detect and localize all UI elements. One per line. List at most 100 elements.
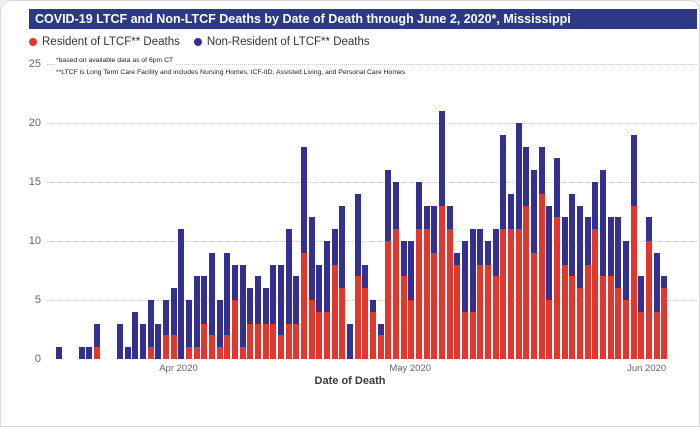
bar-segment-nonresident-may-19[interactable]	[546, 205, 553, 300]
bar-segment-nonresident-mar-29[interactable]	[155, 323, 162, 359]
bar-segment-nonresident-mar-30[interactable]	[162, 300, 169, 336]
bar-segment-resident-may-29[interactable]	[623, 300, 630, 359]
bar-segment-resident-apr-6[interactable]	[216, 347, 223, 359]
bar-segment-nonresident-jun-3[interactable]	[661, 276, 668, 289]
bar-segment-resident-may-23[interactable]	[577, 288, 584, 359]
bar-segment-resident-may-2[interactable]	[415, 229, 422, 359]
bar-segment-nonresident-mar-28[interactable]	[147, 300, 154, 348]
bar-segment-nonresident-mar-20[interactable]	[86, 347, 93, 359]
bar-segment-nonresident-jun-2[interactable]	[653, 252, 660, 312]
bar-segment-nonresident-may-5[interactable]	[439, 111, 445, 206]
bar-segment-nonresident-mar-24[interactable]	[116, 323, 123, 359]
bar-segment-resident-apr-21[interactable]	[331, 264, 338, 359]
bar-segment-resident-may-28[interactable]	[615, 288, 622, 359]
bar-segment-resident-may-31[interactable]	[638, 311, 645, 359]
bar-segment-resident-may-4[interactable]	[431, 252, 438, 359]
bar-segment-nonresident-apr-9[interactable]	[239, 264, 246, 348]
bar-segment-resident-apr-5[interactable]	[208, 335, 215, 359]
bar-segment-resident-may-11[interactable]	[485, 264, 492, 359]
bar-segment-resident-mar-28[interactable]	[147, 347, 154, 359]
bar-segment-resident-apr-20[interactable]	[323, 311, 330, 359]
bar-segment-nonresident-apr-22[interactable]	[339, 205, 346, 289]
bar-segment-nonresident-mar-27[interactable]	[139, 323, 146, 359]
bar-segment-nonresident-may-29[interactable]	[623, 241, 630, 300]
bar-segment-resident-may-13[interactable]	[500, 229, 507, 359]
bar-segment-resident-apr-11[interactable]	[254, 323, 261, 359]
bar-segment-resident-apr-22[interactable]	[339, 288, 346, 359]
bar-segment-nonresident-apr-24[interactable]	[354, 193, 361, 277]
bar-segment-nonresident-may-3[interactable]	[423, 205, 430, 230]
bar-segment-resident-may-26[interactable]	[600, 276, 607, 359]
bar-segment-resident-apr-15[interactable]	[285, 323, 292, 359]
bar-segment-nonresident-mar-19[interactable]	[78, 347, 85, 359]
bar-segment-nonresident-apr-30[interactable]	[400, 241, 407, 277]
bar-segment-nonresident-apr-10[interactable]	[247, 288, 254, 324]
bar-segment-nonresident-apr-21[interactable]	[331, 229, 338, 265]
bar-segment-nonresident-apr-26[interactable]	[369, 300, 376, 312]
bar-segment-resident-may-24[interactable]	[584, 264, 591, 359]
bar-segment-resident-may-25[interactable]	[592, 229, 599, 359]
bar-segment-nonresident-may-31[interactable]	[638, 276, 645, 312]
bar-segment-resident-apr-9[interactable]	[239, 347, 246, 359]
bar-segment-resident-may-3[interactable]	[423, 229, 430, 359]
bar-segment-resident-apr-10[interactable]	[247, 323, 254, 359]
bar-segment-nonresident-apr-4[interactable]	[201, 276, 208, 324]
bar-segment-nonresident-may-20[interactable]	[554, 158, 561, 218]
bar-segment-nonresident-apr-3[interactable]	[193, 276, 200, 348]
bar-segment-resident-apr-18[interactable]	[308, 300, 315, 359]
bar-segment-nonresident-apr-2[interactable]	[185, 300, 192, 348]
bar-segment-resident-apr-12[interactable]	[262, 323, 269, 359]
bar-segment-resident-may-5[interactable]	[439, 205, 445, 359]
bar-segment-nonresident-may-2[interactable]	[415, 182, 422, 230]
bar-segment-nonresident-apr-19[interactable]	[316, 264, 323, 312]
bar-segment-nonresident-apr-20[interactable]	[323, 241, 330, 312]
bar-segment-nonresident-may-12[interactable]	[492, 229, 499, 277]
bar-segment-nonresident-mar-25[interactable]	[124, 347, 131, 359]
bar-segment-resident-apr-24[interactable]	[354, 276, 361, 359]
bar-segment-nonresident-may-23[interactable]	[577, 205, 584, 289]
bar-segment-nonresident-apr-1[interactable]	[178, 229, 185, 359]
bar-segment-nonresident-may-24[interactable]	[584, 217, 591, 265]
legend-item-resident[interactable]: Resident of LTCF** Deaths	[29, 36, 180, 48]
bar-segment-nonresident-apr-23[interactable]	[346, 323, 353, 359]
bar-segment-nonresident-may-13[interactable]	[500, 134, 507, 230]
bar-segment-nonresident-apr-18[interactable]	[308, 217, 315, 300]
bar-segment-nonresident-mar-21[interactable]	[93, 323, 100, 348]
bar-segment-nonresident-may-1[interactable]	[408, 241, 415, 300]
bar-segment-resident-may-12[interactable]	[492, 276, 499, 359]
bar-segment-nonresident-may-10[interactable]	[477, 229, 484, 265]
bar-segment-resident-apr-26[interactable]	[369, 311, 376, 359]
bar-segment-nonresident-may-9[interactable]	[469, 229, 476, 312]
bar-segment-nonresident-jun-1[interactable]	[646, 217, 653, 241]
bar-segment-nonresident-may-25[interactable]	[592, 182, 599, 230]
bar-segment-nonresident-may-16[interactable]	[523, 146, 530, 206]
bar-segment-resident-apr-4[interactable]	[201, 323, 208, 359]
bar-segment-resident-may-18[interactable]	[538, 193, 545, 359]
bar-segment-nonresident-may-30[interactable]	[630, 134, 637, 206]
bar-segment-nonresident-apr-16[interactable]	[293, 276, 300, 324]
bar-segment-nonresident-apr-13[interactable]	[270, 264, 277, 324]
bar-segment-resident-may-22[interactable]	[569, 276, 576, 359]
bar-segment-resident-apr-13[interactable]	[270, 323, 277, 359]
bar-segment-nonresident-may-28[interactable]	[615, 217, 622, 289]
bar-segment-resident-jun-1[interactable]	[646, 241, 653, 359]
bar-segment-nonresident-apr-8[interactable]	[231, 264, 238, 300]
bar-segment-resident-may-17[interactable]	[531, 252, 538, 359]
bar-segment-resident-apr-29[interactable]	[392, 229, 399, 359]
bar-segment-resident-apr-30[interactable]	[400, 276, 407, 359]
bar-segment-nonresident-may-6[interactable]	[446, 205, 453, 230]
bar-segment-resident-jun-3[interactable]	[661, 288, 668, 359]
bar-segment-nonresident-apr-25[interactable]	[362, 264, 369, 289]
bar-segment-resident-may-10[interactable]	[477, 264, 484, 359]
bar-segment-resident-may-16[interactable]	[523, 205, 530, 359]
bar-segment-nonresident-apr-29[interactable]	[392, 182, 399, 230]
bar-segment-resident-may-27[interactable]	[607, 276, 614, 359]
bar-segment-resident-may-8[interactable]	[462, 311, 468, 359]
bar-segment-resident-may-14[interactable]	[508, 229, 515, 359]
bar-segment-resident-apr-28[interactable]	[385, 241, 392, 359]
bar-segment-resident-apr-2[interactable]	[185, 347, 192, 359]
bar-segment-nonresident-apr-7[interactable]	[224, 252, 231, 336]
bar-segment-resident-apr-16[interactable]	[293, 323, 300, 359]
bar-segment-nonresident-may-21[interactable]	[561, 217, 568, 265]
bar-segment-resident-may-9[interactable]	[469, 311, 476, 359]
